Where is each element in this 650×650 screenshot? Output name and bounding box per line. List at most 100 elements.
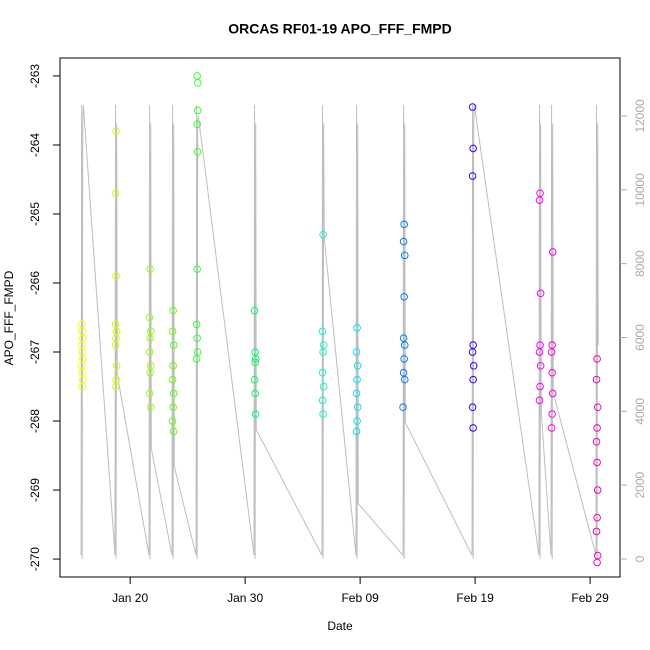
point bbox=[536, 382, 544, 391]
y2-tick-label: 8000 bbox=[633, 250, 647, 277]
point bbox=[352, 427, 361, 436]
point bbox=[168, 417, 177, 425]
point bbox=[193, 148, 202, 156]
point bbox=[145, 313, 154, 322]
point bbox=[318, 368, 327, 377]
point bbox=[111, 382, 120, 391]
point bbox=[169, 389, 178, 398]
point bbox=[168, 327, 177, 336]
point bbox=[536, 362, 545, 370]
point bbox=[536, 289, 545, 298]
point bbox=[169, 341, 178, 349]
point bbox=[593, 486, 602, 494]
plot-frame bbox=[59, 57, 621, 578]
point bbox=[593, 558, 601, 567]
point bbox=[319, 230, 327, 239]
point bbox=[592, 437, 601, 446]
point bbox=[400, 292, 408, 301]
y-tick-label: -264 bbox=[28, 133, 42, 157]
x-axis-label: Date bbox=[327, 619, 353, 633]
point bbox=[169, 306, 177, 315]
point bbox=[192, 355, 201, 363]
point bbox=[592, 527, 601, 536]
chart-title: ORCAS RF01-19 APO_FFF_FMPD bbox=[228, 21, 452, 37]
point bbox=[548, 368, 556, 377]
y-tick-label: -269 bbox=[28, 478, 42, 502]
point bbox=[112, 362, 121, 370]
x-tick-label: Feb 29 bbox=[571, 591, 609, 605]
point bbox=[352, 348, 361, 356]
line-series bbox=[80, 104, 599, 559]
point bbox=[593, 355, 601, 363]
y2-tick-label: 4000 bbox=[633, 398, 647, 425]
point bbox=[78, 382, 86, 391]
point bbox=[353, 324, 361, 332]
point bbox=[146, 403, 155, 412]
point bbox=[251, 355, 260, 363]
point bbox=[400, 375, 409, 384]
point bbox=[193, 106, 202, 115]
point bbox=[251, 358, 259, 367]
point bbox=[146, 334, 154, 343]
point bbox=[168, 375, 177, 384]
point bbox=[468, 103, 477, 111]
y-tick-label: -270 bbox=[28, 547, 42, 571]
point bbox=[352, 389, 361, 398]
point bbox=[400, 251, 409, 260]
point bbox=[112, 272, 120, 280]
point bbox=[535, 396, 544, 405]
point bbox=[145, 348, 154, 356]
point bbox=[593, 424, 601, 432]
point bbox=[193, 334, 201, 343]
point bbox=[400, 341, 409, 349]
x-tick-label: Feb 19 bbox=[456, 591, 494, 605]
point bbox=[547, 424, 556, 432]
point bbox=[547, 348, 556, 356]
y-tick-label: -265 bbox=[28, 202, 42, 226]
point bbox=[468, 348, 477, 356]
point bbox=[548, 248, 557, 256]
point bbox=[548, 389, 557, 398]
point bbox=[548, 410, 556, 418]
point bbox=[169, 403, 177, 412]
y2-tick-label: 6000 bbox=[633, 324, 647, 351]
point bbox=[353, 417, 361, 425]
point bbox=[399, 403, 407, 412]
point bbox=[468, 403, 477, 412]
point bbox=[593, 403, 602, 412]
point bbox=[535, 348, 544, 356]
point bbox=[319, 382, 328, 391]
point bbox=[169, 427, 178, 436]
point bbox=[353, 375, 361, 384]
point bbox=[145, 389, 154, 398]
point bbox=[353, 362, 362, 370]
point bbox=[399, 237, 408, 246]
y2-tick-label: 2000 bbox=[633, 471, 647, 498]
y2-tick-label: 10000 bbox=[633, 173, 647, 207]
point bbox=[593, 458, 601, 467]
y-tick-label: -267 bbox=[28, 340, 42, 364]
point bbox=[469, 144, 477, 153]
point bbox=[593, 513, 601, 522]
point bbox=[592, 375, 601, 384]
y-axis-label: APO_FFF_FMPD bbox=[2, 270, 16, 365]
point bbox=[535, 196, 544, 204]
point bbox=[169, 362, 177, 370]
point bbox=[318, 396, 327, 405]
point bbox=[353, 403, 362, 412]
x-tick-label: Feb 09 bbox=[341, 591, 379, 605]
point bbox=[250, 306, 259, 315]
y-tick-label: -263 bbox=[28, 64, 42, 88]
point bbox=[400, 220, 408, 229]
point bbox=[319, 410, 327, 418]
point bbox=[251, 389, 259, 398]
point bbox=[192, 320, 201, 329]
point bbox=[469, 375, 477, 384]
point bbox=[469, 424, 477, 432]
point bbox=[319, 348, 327, 356]
point bbox=[193, 265, 201, 273]
y2-tick-label: 0 bbox=[633, 555, 647, 562]
point bbox=[250, 375, 259, 384]
